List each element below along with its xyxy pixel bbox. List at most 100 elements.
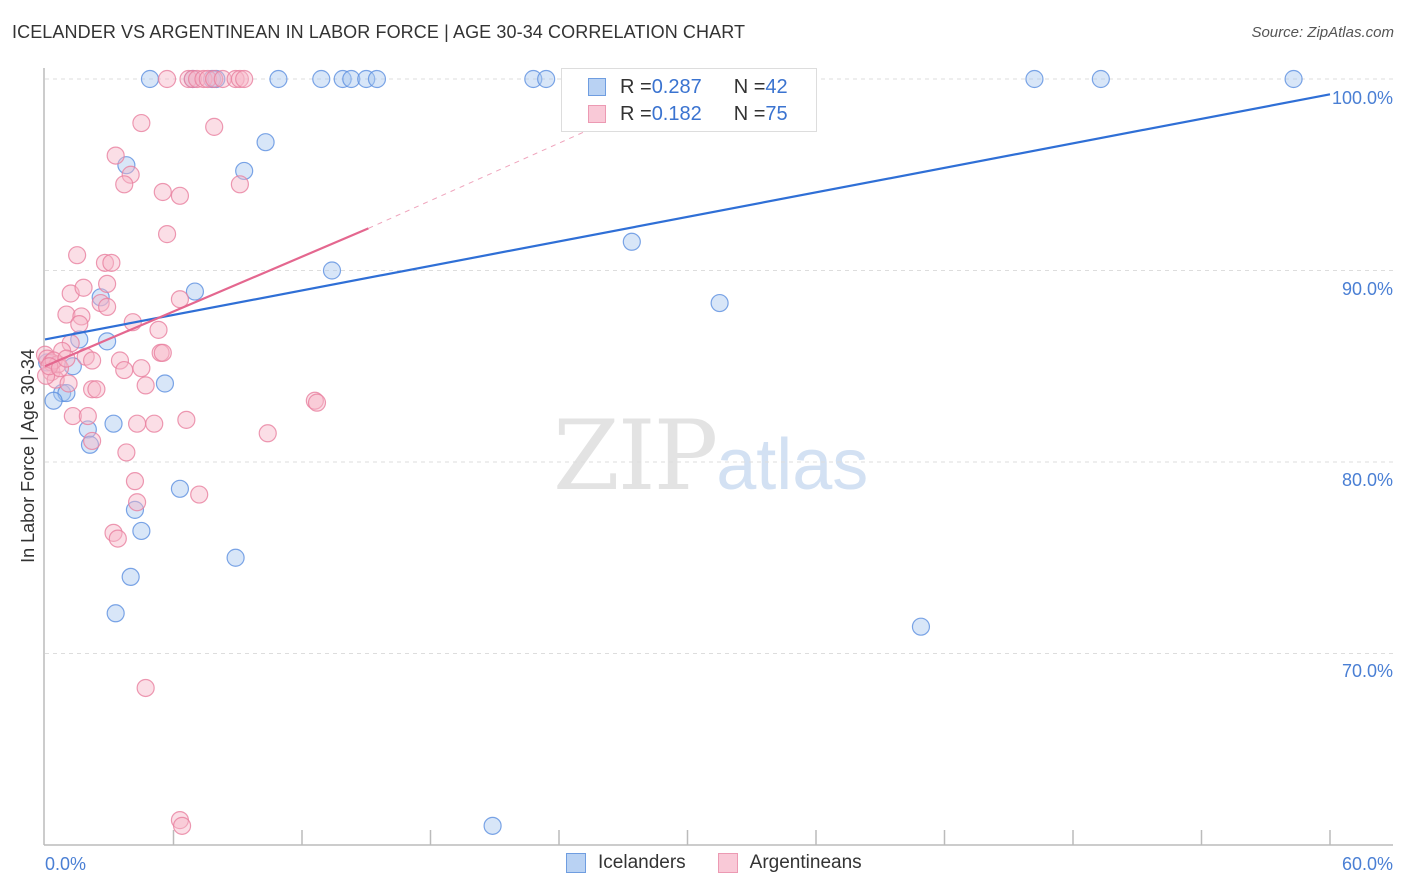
- argentineans-swatch: [588, 105, 606, 123]
- series-legend: Icelanders Argentineans: [566, 852, 894, 874]
- icelanders-point: [322, 261, 342, 280]
- argentineans-point: [145, 414, 164, 433]
- legend-item-argentineans[interactable]: Argentineans: [717, 852, 862, 874]
- argentineans-point: [258, 424, 277, 443]
- icelanders-point: [357, 69, 376, 89]
- chart-title: ICELANDER VS ARGENTINEAN IN LABOR FORCE …: [12, 22, 746, 42]
- y-tick-label: 100.0%: [1332, 88, 1393, 108]
- argentineans-point: [157, 69, 177, 89]
- argentineans-point: [98, 274, 117, 294]
- argentineans-point: [83, 431, 102, 451]
- icelanders-swatch: [566, 853, 586, 873]
- argentineans-point: [157, 225, 177, 244]
- legend-label: Icelanders: [598, 852, 686, 873]
- argentineans-point: [115, 175, 134, 194]
- icelanders-point: [342, 69, 361, 89]
- source-label: Source: ZipAtlas.com: [1251, 24, 1394, 41]
- argentineans-point: [125, 472, 145, 491]
- argentineans-point: [95, 253, 115, 272]
- icelanders-point: [710, 293, 729, 313]
- n-value: 75: [765, 102, 788, 125]
- argentineans-point: [117, 443, 136, 462]
- x-tick-label: 60.0%: [1342, 854, 1393, 874]
- y-tick-label: 90.0%: [1342, 279, 1393, 299]
- stats-legend: R = 0.287 N = 42 R = 0.182 N = 75: [561, 68, 817, 132]
- argentineans-point: [172, 816, 192, 835]
- argentineans-point: [83, 380, 102, 399]
- r-value: 0.182: [651, 102, 702, 125]
- icelanders-point: [911, 617, 931, 636]
- argentineans-point: [127, 493, 147, 512]
- argentineans-point: [115, 360, 134, 380]
- y-tick-label: 70.0%: [1342, 661, 1393, 681]
- icelanders-point: [70, 330, 89, 349]
- argentineans-point: [205, 117, 224, 136]
- y-axis-title: In Labor Force | Age 30-34: [18, 349, 38, 563]
- legend-item-icelanders[interactable]: Icelanders: [566, 852, 686, 874]
- icelanders-point: [121, 567, 140, 587]
- icelanders-point: [140, 69, 160, 89]
- argentineans-point: [36, 366, 56, 385]
- icelanders-point: [78, 420, 97, 439]
- n-label: N =: [733, 75, 766, 98]
- icelanders-point: [106, 604, 125, 623]
- icelanders-point: [235, 161, 254, 181]
- icelanders-point: [185, 282, 205, 301]
- argentineans-point: [198, 69, 217, 89]
- argentineans-point: [110, 351, 130, 370]
- argentineans-point: [230, 175, 249, 194]
- argentineans-point: [153, 343, 172, 362]
- icelanders-point: [226, 548, 245, 567]
- icelanders-point: [269, 69, 288, 89]
- icelanders-point: [44, 391, 63, 410]
- icelanders-point: [155, 374, 175, 393]
- argentineans-point: [98, 297, 117, 316]
- argentineans-point: [68, 246, 87, 265]
- argentineans-point: [106, 146, 125, 165]
- argentineans-point: [78, 406, 97, 426]
- r-value: 0.287: [651, 75, 702, 98]
- icelanders-point: [1025, 69, 1044, 89]
- icelanders-trendline: [44, 93, 1331, 341]
- argentineans-point: [74, 278, 93, 297]
- argentineans-point: [136, 678, 155, 698]
- argentineans-trendline: [44, 227, 369, 368]
- legend-label: Argentineans: [749, 852, 862, 873]
- watermark: ZIPatlas: [553, 400, 869, 512]
- argentineans-point: [102, 253, 121, 272]
- argentineans-point: [121, 165, 140, 184]
- argentineans-point: [136, 376, 155, 395]
- icelanders-point: [622, 232, 641, 251]
- r-label: R =: [620, 102, 652, 125]
- argentineans-point: [63, 406, 82, 426]
- argentineans-point: [83, 351, 102, 370]
- argentineans-trendline-extension: [368, 124, 600, 229]
- argentineans-point: [170, 186, 190, 205]
- argentineans-point: [153, 182, 172, 202]
- argentineans-point: [132, 359, 151, 378]
- icelanders-point: [170, 479, 190, 498]
- argentineans-point: [108, 529, 127, 548]
- argentineans-point: [190, 485, 209, 504]
- n-label: N =: [733, 102, 766, 125]
- legend-row-argentineans: R = 0.182 N = 75: [588, 101, 788, 127]
- argentineans-point: [230, 69, 249, 89]
- icelanders-point: [312, 69, 331, 89]
- legend-row-icelanders: R = 0.287 N = 42: [588, 74, 788, 100]
- argentineans-point: [87, 380, 106, 399]
- icelanders-point: [367, 69, 387, 89]
- argentineans-point: [177, 410, 196, 429]
- argentineans-point: [149, 320, 168, 339]
- icelanders-point: [483, 816, 502, 835]
- argentineans-point: [132, 113, 151, 133]
- icelanders-point: [524, 69, 543, 89]
- icelanders-point: [104, 414, 123, 433]
- icelanders-point: [256, 133, 275, 152]
- argentineans-point: [235, 69, 254, 89]
- icelanders-swatch: [588, 78, 606, 96]
- argentineans-point: [70, 315, 89, 334]
- icelanders-point: [1284, 69, 1303, 89]
- argentineans-point: [57, 305, 76, 324]
- argentineans-point: [307, 393, 327, 412]
